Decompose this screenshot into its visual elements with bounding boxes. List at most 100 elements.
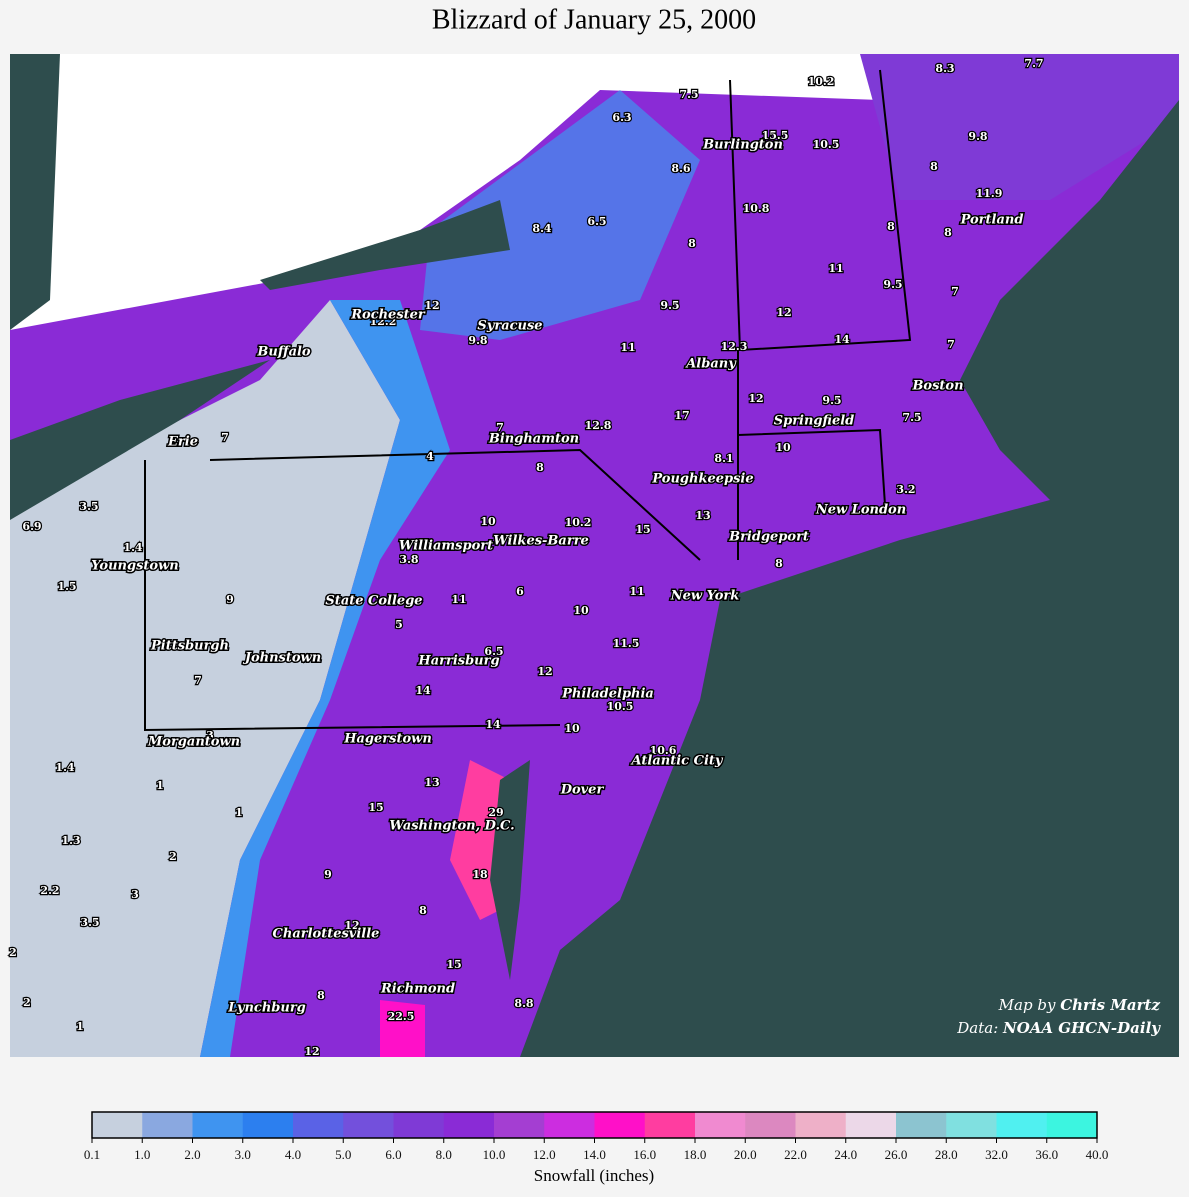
- colorbar-segment: [443, 1112, 495, 1138]
- snowfall-value: 10: [573, 604, 589, 617]
- snowfall-value: 15.5: [762, 129, 789, 142]
- colorbar-segment: [92, 1112, 143, 1138]
- snowfall-value: 11: [629, 585, 644, 598]
- city-label: New London: [815, 503, 906, 518]
- city-label: Buffalo: [256, 345, 311, 360]
- colorbar-segment: [795, 1112, 847, 1138]
- snowfall-value: 8: [944, 226, 952, 239]
- snowfall-value: 6.5: [587, 215, 606, 228]
- city-label: Albany: [684, 357, 737, 372]
- colorbar-segment: [192, 1112, 244, 1138]
- snowfall-value: 7: [496, 421, 504, 434]
- colorbar-segment: [745, 1112, 796, 1138]
- snowfall-value: 2: [23, 996, 31, 1009]
- city-label: Syracuse: [477, 319, 542, 334]
- city-label: Poughkeepsie: [651, 472, 753, 487]
- credit-prefix: Data:: [956, 1019, 1003, 1037]
- colorbar-tick-label: 1.0: [134, 1147, 150, 1162]
- snowfall-value: 8: [887, 220, 895, 233]
- snowfall-value: 10.5: [607, 700, 634, 713]
- snowfall-value: 12.2: [370, 315, 397, 328]
- colorbar-segment: [142, 1112, 193, 1138]
- snowfall-value: 7.7: [1024, 57, 1043, 70]
- city-label: Richmond: [380, 982, 455, 997]
- city-label: New York: [670, 589, 740, 604]
- snowfall-value: 29: [488, 806, 503, 819]
- snowfall-value: 10: [480, 515, 496, 528]
- colorbar-tick-label: 32.0: [985, 1147, 1008, 1162]
- city-label: Charlottesville: [273, 927, 380, 942]
- lake-ontario: [260, 200, 510, 290]
- snowfall-value: 8.4: [532, 222, 551, 235]
- city-label: State College: [325, 594, 422, 609]
- state-borders: [144, 69, 912, 732]
- colorbar-tick-label: 12.0: [533, 1147, 556, 1162]
- snowfall-value: 7.5: [902, 411, 921, 424]
- colorbar-label: Snowfall (inches): [534, 1166, 654, 1185]
- snowfall-value: 1: [156, 779, 164, 792]
- colorbar-segment: [845, 1112, 897, 1138]
- snowfall-value: 11: [451, 593, 466, 606]
- colorbar-tick-label: 0.1: [84, 1147, 100, 1162]
- snowfall-value: 1.3: [61, 834, 80, 847]
- snowfall-value: 9: [324, 868, 332, 881]
- colorbar-segment: [594, 1112, 646, 1138]
- colorbar-segment: [896, 1112, 947, 1138]
- snowfall-value: 1: [76, 1020, 84, 1033]
- colorbar: 0.1 1.0 2.0 3.0 4.0 5.0 6.0 8.0 10.0 12.0 14.0 16.0…: [84, 1111, 1108, 1162]
- snowfall-value: 1.4: [123, 541, 142, 554]
- canada: [10, 54, 880, 330]
- credit-name: NOAA GHCN-Daily: [1002, 1019, 1161, 1037]
- snowfall-value: 1: [235, 806, 243, 819]
- colorbar-segment: [946, 1112, 997, 1138]
- colorbar-tick-label: 24.0: [834, 1147, 857, 1162]
- snowfall-value: 8: [688, 237, 696, 250]
- colorbar-tick-label: 16.0: [633, 1147, 656, 1162]
- blue-band: [200, 300, 450, 1057]
- snowfall-value: 3.5: [79, 500, 98, 513]
- snowfall-value: 7: [947, 338, 955, 351]
- labels: 8.3 7.7 10.2 7.5 6.3 15.5 10.5 9.8 8.6 8 11.9 10.8 8…: [8, 56, 1045, 1060]
- colorbar-segment: [393, 1112, 445, 1138]
- snowfall-value: 17: [674, 409, 689, 422]
- city-label: Binghamton: [488, 432, 579, 447]
- snowfall-value: 12: [748, 392, 763, 405]
- snowfall-value: 3: [131, 888, 139, 901]
- colorbar-tick-label: 3.0: [235, 1147, 251, 1162]
- colorbar-tick-label: 4.0: [285, 1147, 301, 1162]
- colorbar-segment: [1046, 1112, 1098, 1138]
- city-label: Bridgeport: [728, 530, 809, 545]
- city-label: Hagerstown: [343, 732, 432, 747]
- chesapeake: [490, 760, 530, 980]
- credit-1: Map by Chris Martz: [998, 996, 1161, 1014]
- snowfall-value: 12: [537, 665, 552, 678]
- snowfall-value: 10.5: [813, 138, 840, 151]
- snowfall-value: 10.8: [743, 202, 770, 215]
- snowfall-value: 8: [317, 989, 325, 1002]
- city-label: Morgantown: [147, 735, 240, 750]
- snowfall-value: 3: [206, 729, 214, 742]
- map: 8.3 7.7 10.2 7.5 6.3 15.5 10.5 9.8 8.6 8 11.9 10.8 8…: [8, 54, 1179, 1060]
- snowfall-value: 8: [536, 461, 544, 474]
- colorbar-segment: [544, 1112, 595, 1138]
- snowfall-value: 12: [304, 1045, 319, 1058]
- colorbar-segment: [644, 1112, 696, 1138]
- snowfall-value: 10: [775, 441, 791, 454]
- colorbar-segment: [996, 1112, 1048, 1138]
- snowfall-value: 6: [516, 585, 524, 598]
- city-label: Portland: [960, 213, 1024, 228]
- city-label: Washington, D.C.: [389, 819, 514, 834]
- colorbar-tick-label: 14.0: [583, 1147, 606, 1162]
- snowfall-value: 7: [951, 285, 959, 298]
- colorbar-tick-label: 2.0: [184, 1147, 200, 1162]
- snowfall-value: 2: [9, 946, 17, 959]
- snowfall-value: 1.5: [57, 580, 76, 593]
- city-label: Dover: [560, 783, 605, 798]
- city-label: Philadelphia: [561, 687, 654, 702]
- snowfall-value: 11: [828, 262, 843, 275]
- colorbar-segment: [242, 1112, 294, 1138]
- snowfall-value: 5: [395, 618, 403, 631]
- snowfall-value: 18: [472, 868, 488, 881]
- snowfall-value: 12.8: [585, 419, 612, 432]
- snowfall-value: 9.5: [883, 278, 902, 291]
